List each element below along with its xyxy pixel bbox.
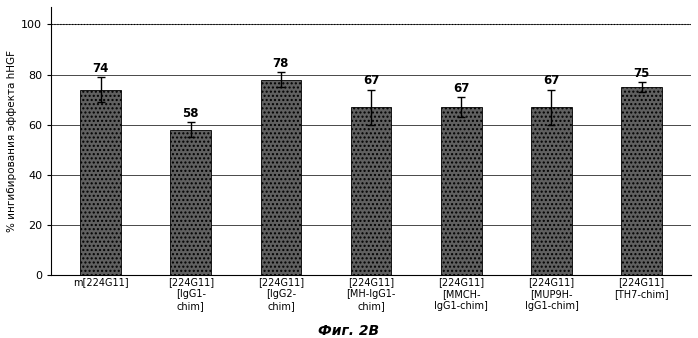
Text: 58: 58 bbox=[182, 106, 199, 120]
Text: 67: 67 bbox=[543, 74, 560, 87]
Bar bbox=[441, 107, 482, 275]
Bar bbox=[80, 90, 121, 275]
Text: 78: 78 bbox=[273, 56, 289, 70]
Bar bbox=[260, 79, 302, 275]
Text: 75: 75 bbox=[634, 67, 650, 79]
Text: Фиг. 2В: Фиг. 2В bbox=[318, 324, 380, 338]
Text: 74: 74 bbox=[92, 62, 109, 75]
Bar bbox=[170, 129, 211, 275]
Bar bbox=[531, 107, 572, 275]
Text: 67: 67 bbox=[453, 81, 470, 95]
Bar bbox=[621, 87, 662, 275]
Bar bbox=[351, 107, 392, 275]
Y-axis label: % ингибирования эффекта hHGF: % ингибирования эффекта hHGF bbox=[7, 50, 17, 232]
Text: 67: 67 bbox=[363, 74, 379, 87]
